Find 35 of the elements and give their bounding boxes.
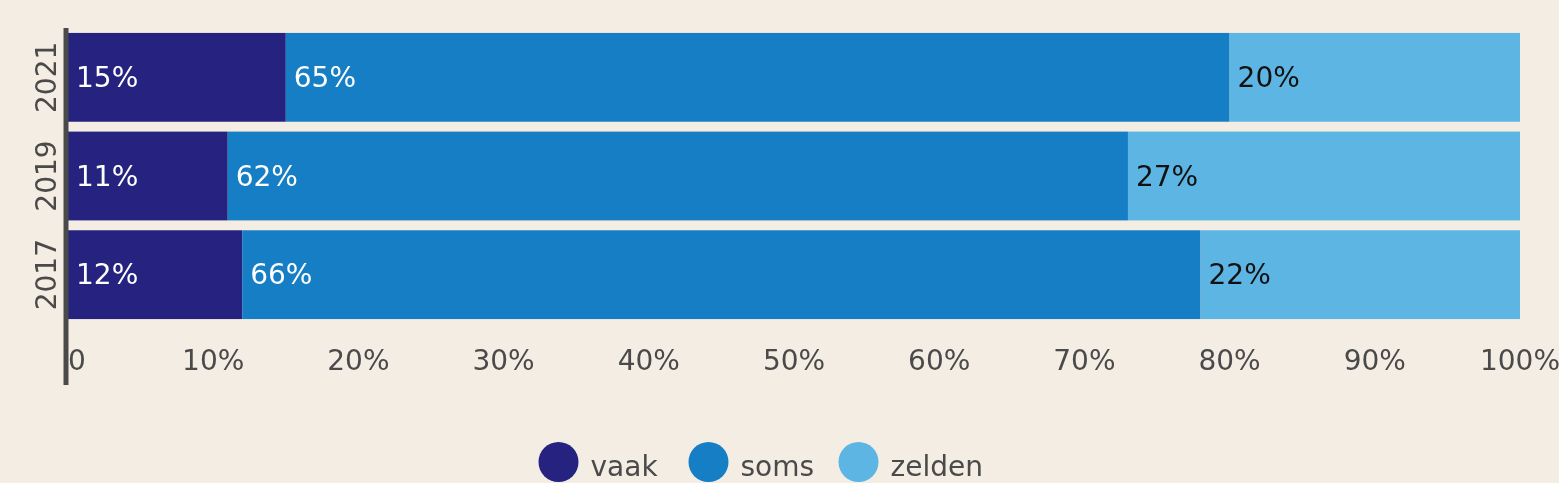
y-tick-label: 2019 xyxy=(29,140,63,212)
y-tick-label: 2021 xyxy=(29,41,63,113)
x-tick-label: 90% xyxy=(1343,343,1406,377)
legend-label: soms xyxy=(740,449,815,483)
text: 22% xyxy=(1208,258,1271,292)
bar xyxy=(242,230,1201,320)
x-tick-label: 60% xyxy=(908,343,971,377)
y-tick-label: 2017 xyxy=(29,239,63,311)
text: 62% xyxy=(235,159,298,193)
x-tick-label: 50% xyxy=(762,343,826,377)
bar xyxy=(1127,131,1520,221)
bar xyxy=(1200,230,1520,320)
text: 11% xyxy=(76,159,139,193)
bar xyxy=(227,131,1128,221)
x-tick-label: 70% xyxy=(1053,343,1116,377)
text: 20% xyxy=(1237,60,1300,94)
x-tick-label: 20% xyxy=(327,343,390,377)
bar xyxy=(1229,32,1520,122)
bar xyxy=(285,32,1230,122)
text: 27% xyxy=(1135,159,1199,193)
x-tick-label: 0 xyxy=(68,343,86,377)
x-tick-label: 10% xyxy=(182,343,245,377)
text: 15% xyxy=(76,60,139,94)
bar xyxy=(68,32,286,122)
x-tick-label: 40% xyxy=(617,343,680,377)
legend-label: vaak xyxy=(590,449,659,483)
bar xyxy=(68,131,228,221)
text: 65% xyxy=(293,60,357,94)
text: 12% xyxy=(76,258,139,292)
x-tick-label: 100% xyxy=(1479,343,1559,377)
bar xyxy=(68,230,243,320)
x-tick-label: 30% xyxy=(472,343,535,377)
x-tick-label: 80% xyxy=(1198,343,1261,377)
text: 66% xyxy=(250,258,313,292)
legend-label: zelden xyxy=(890,449,983,483)
